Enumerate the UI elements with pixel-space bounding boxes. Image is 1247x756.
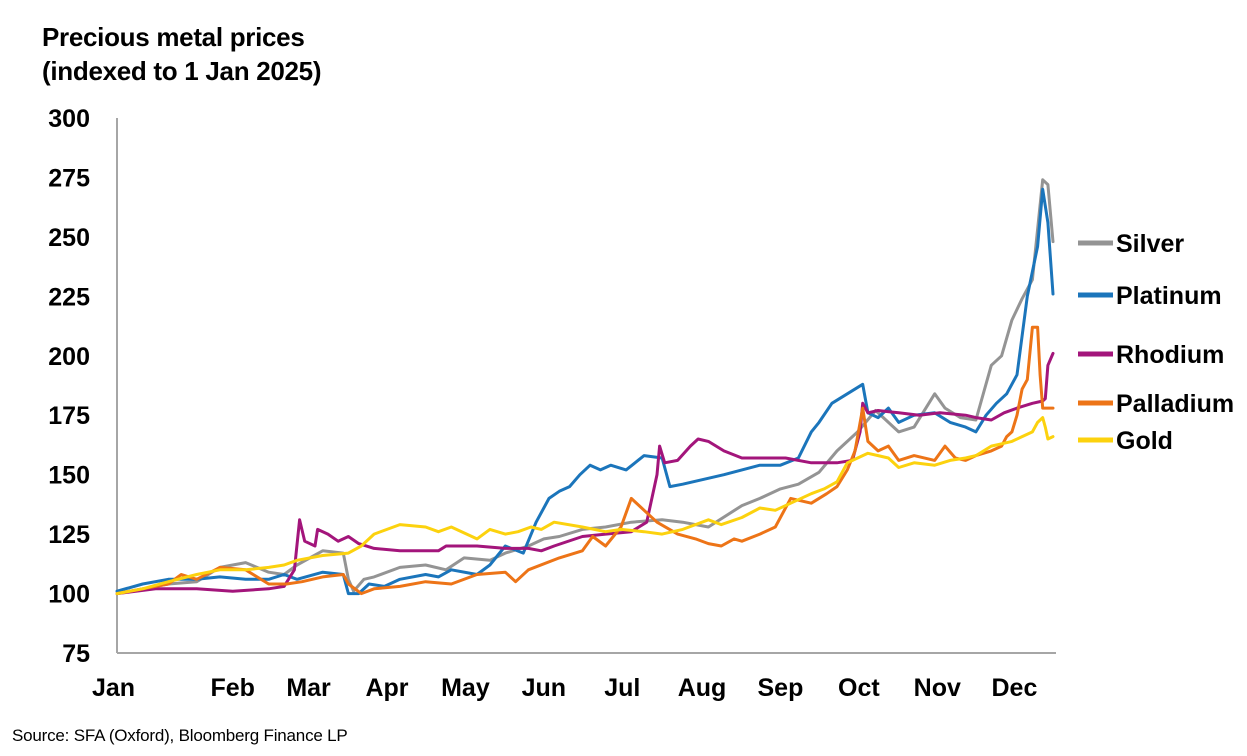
- series-lines: [115, 178, 1055, 596]
- series-line-gold: [115, 416, 1055, 596]
- legend-label-gold: Gold: [1116, 427, 1173, 455]
- series-line-platinum: [115, 187, 1055, 596]
- x-tick-label-dec: Dec: [991, 674, 1037, 702]
- y-tick-label-175: 175: [48, 402, 90, 430]
- x-axis-ticks: Jan Feb Mar Apr May Jun Jul Aug Sep Oct Nov Dec: [92, 674, 1037, 702]
- series-line-palladium: [115, 325, 1055, 596]
- series-line-rhodium: [115, 351, 1055, 596]
- x-tick-label-apr: Apr: [365, 674, 408, 702]
- x-tick-label-nov: Nov: [914, 674, 961, 702]
- x-tick-label-jun: Jun: [522, 674, 566, 702]
- y-tick-label-225: 225: [48, 283, 90, 311]
- source-note: Source: SFA (Oxford), Bloomberg Finance …: [12, 726, 348, 745]
- x-tick-label-mar: Mar: [286, 674, 331, 702]
- x-tick-label-sep: Sep: [757, 674, 803, 702]
- y-tick-label-200: 200: [48, 343, 90, 371]
- legend-label-silver: Silver: [1116, 230, 1184, 258]
- y-axis-ticks: 75 100 125 150 175 200 225 250 275 300: [48, 105, 90, 668]
- x-tick-label-may: May: [441, 674, 490, 702]
- x-tick-label-jul: Jul: [604, 674, 640, 702]
- legend: Silver Platinum Rhodium Palladium Gold: [1078, 230, 1234, 455]
- legend-label-rhodium: Rhodium: [1116, 341, 1224, 369]
- y-tick-label-125: 125: [48, 521, 90, 549]
- line-chart: 75 100 125 150 175 200 225 250 275 300 Jan Feb Mar A…: [48, 105, 1234, 702]
- legend-label-palladium: Palladium: [1116, 390, 1234, 418]
- x-tick-label-feb: Feb: [210, 674, 254, 702]
- x-tick-label-aug: Aug: [678, 674, 727, 702]
- y-tick-label-275: 275: [48, 164, 90, 192]
- y-tick-label-100: 100: [48, 581, 90, 609]
- y-tick-label-75: 75: [62, 640, 90, 668]
- y-tick-label-250: 250: [48, 224, 90, 252]
- chart-title: Precious metal prices: [42, 22, 305, 52]
- x-tick-label-oct: Oct: [838, 674, 880, 702]
- x-tick-label-jan: Jan: [92, 674, 135, 702]
- y-tick-label-300: 300: [48, 105, 90, 133]
- y-tick-label-150: 150: [48, 462, 90, 490]
- chart-subtitle: (indexed to 1 Jan 2025): [42, 56, 322, 86]
- series-line-silver: [115, 178, 1055, 596]
- legend-label-platinum: Platinum: [1116, 282, 1222, 310]
